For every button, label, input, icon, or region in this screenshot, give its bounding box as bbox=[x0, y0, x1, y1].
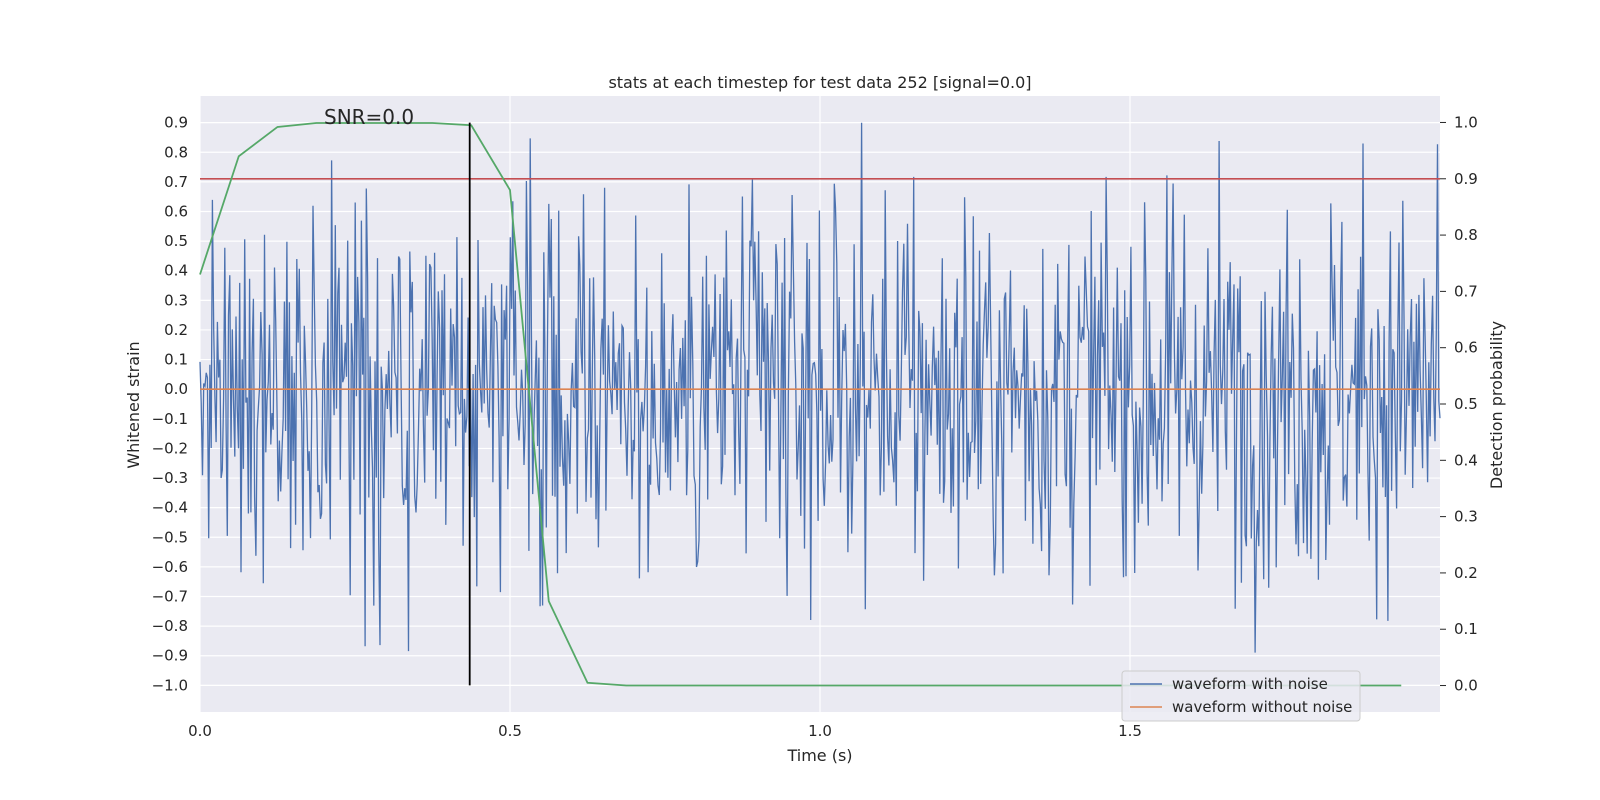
y-tick-label: 0.5 bbox=[164, 232, 188, 250]
x-tick-label: 0.5 bbox=[498, 722, 522, 740]
y-tick-label: −0.1 bbox=[152, 410, 188, 428]
y-tick-label: −0.2 bbox=[152, 439, 188, 457]
y2-tick-label: 0.0 bbox=[1454, 677, 1478, 695]
legend-label-clean: waveform without noise bbox=[1172, 698, 1352, 716]
y-tick-label: −1.0 bbox=[152, 676, 188, 694]
y-tick-label: 0.3 bbox=[164, 291, 188, 309]
y2-axis-label: Detection probability bbox=[1487, 321, 1506, 489]
snr-annotation: SNR=0.0 bbox=[324, 105, 414, 129]
waveform-with-noise-line bbox=[199, 122, 1441, 653]
y-tick-label: 0.4 bbox=[164, 262, 188, 280]
legend-box bbox=[1121, 670, 1361, 722]
y2-tick-label: 0.8 bbox=[1454, 226, 1478, 244]
y2-tick-label: 1.0 bbox=[1454, 113, 1478, 131]
legend-label-noisy: waveform with noise bbox=[1172, 675, 1328, 693]
y-tick-label: −0.9 bbox=[152, 647, 188, 665]
chart-title: stats at each timestep for test data 252… bbox=[608, 73, 1031, 92]
tick-labels: 0.0 0.5 1.0 1.5 0.9 0.8 0.7 0.6 0.5 0.4 0.3 0.2 0.1 0… bbox=[152, 113, 1478, 740]
y2-tick-label: 0.1 bbox=[1454, 620, 1478, 638]
y-tick-label: 0.9 bbox=[164, 114, 188, 132]
y-tick-label: −0.6 bbox=[152, 558, 188, 576]
y2-tick-label: 0.3 bbox=[1454, 508, 1478, 526]
y-tick-label: −0.8 bbox=[152, 617, 188, 635]
y2-tick-label: 0.9 bbox=[1454, 170, 1478, 188]
y-tick-label: −0.4 bbox=[152, 499, 188, 517]
y-tick-label: −0.3 bbox=[152, 469, 188, 487]
y-tick-label: −0.7 bbox=[152, 588, 188, 606]
y-tick-label: 0.2 bbox=[164, 321, 188, 339]
x-axis-label: Time (s) bbox=[786, 746, 852, 765]
legend: waveform with noise waveform without noi… bbox=[1121, 670, 1361, 722]
y-tick-label: −0.5 bbox=[152, 528, 188, 546]
y2-tick-label: 0.6 bbox=[1454, 339, 1478, 357]
x-tick-label: 0.0 bbox=[188, 722, 212, 740]
y-tick-label: 0.6 bbox=[164, 203, 188, 221]
x-tick-label: 1.5 bbox=[1118, 722, 1142, 740]
y-tick-label: 0.7 bbox=[164, 173, 188, 191]
x-tick-label: 1.0 bbox=[808, 722, 832, 740]
y-tick-label: 0.8 bbox=[164, 143, 188, 161]
y2-tick-label: 0.7 bbox=[1454, 282, 1478, 300]
y2-tick-label: 0.2 bbox=[1454, 564, 1478, 582]
y-axis-label: Whitened strain bbox=[124, 341, 143, 468]
y-tick-label: 0.1 bbox=[164, 351, 188, 369]
y-tick-label: 0.0 bbox=[164, 380, 188, 398]
y2-tick-label: 0.5 bbox=[1454, 395, 1478, 413]
y2-tick-label: 0.4 bbox=[1454, 451, 1478, 469]
